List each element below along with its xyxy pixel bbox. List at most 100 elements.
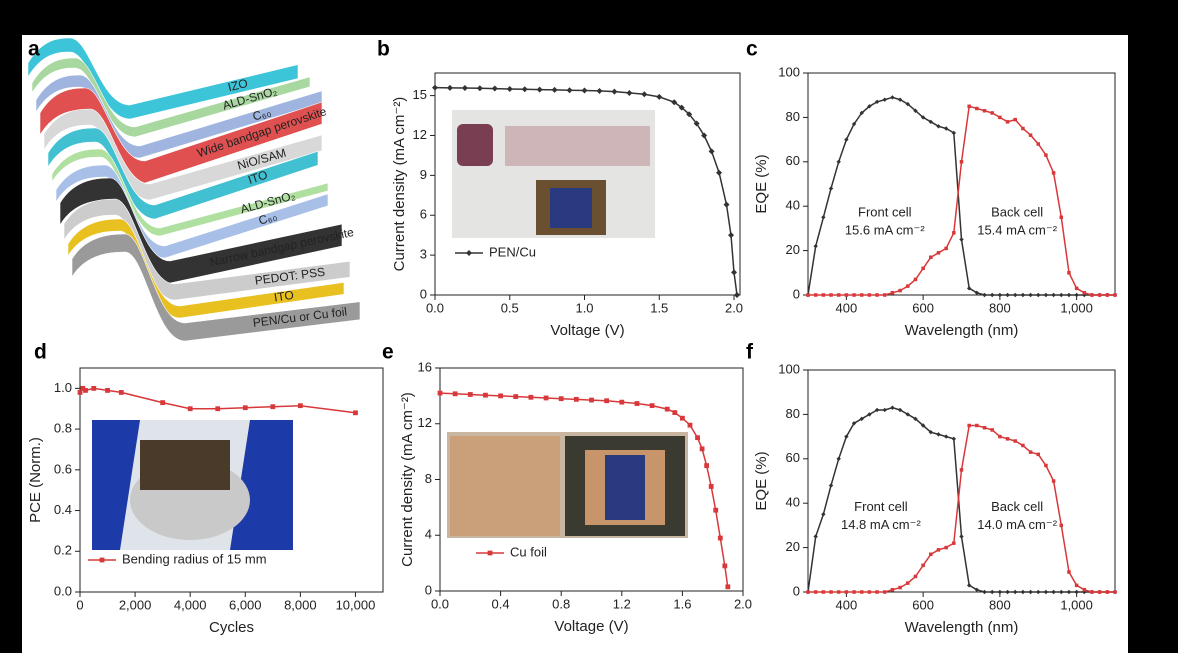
y-tick-label: 3 bbox=[420, 247, 427, 262]
y-tick-label: 12 bbox=[413, 127, 427, 142]
x-tick-label: 600 bbox=[912, 300, 934, 315]
data-point bbox=[844, 137, 849, 142]
data-point bbox=[1013, 589, 1018, 595]
data-point bbox=[80, 385, 86, 391]
x-tick-label: 0.0 bbox=[426, 300, 444, 315]
data-point bbox=[695, 435, 700, 441]
data-point bbox=[672, 410, 678, 415]
data-point bbox=[951, 130, 957, 136]
data-point bbox=[498, 393, 503, 399]
data-point bbox=[701, 132, 708, 139]
data-point bbox=[897, 407, 903, 413]
axis-frame bbox=[807, 72, 1116, 296]
x-tick-label: 1.5 bbox=[650, 300, 668, 315]
data-point bbox=[867, 590, 872, 594]
data-point bbox=[844, 434, 849, 439]
x-tick-label: 10,000 bbox=[336, 597, 376, 612]
layer-label: IZO bbox=[226, 76, 249, 94]
data-point bbox=[944, 246, 948, 251]
legend-label: Cu foil bbox=[510, 544, 547, 559]
data-point bbox=[836, 293, 841, 297]
data-point bbox=[297, 403, 303, 409]
x-tick-label: 1.2 bbox=[613, 596, 631, 611]
data-point bbox=[1074, 292, 1079, 298]
data-point bbox=[906, 284, 910, 288]
data-point bbox=[852, 293, 856, 297]
data-point bbox=[936, 124, 941, 129]
data-point bbox=[874, 99, 880, 105]
data-point bbox=[686, 111, 693, 118]
data-point bbox=[943, 126, 949, 131]
data-point bbox=[1105, 293, 1110, 297]
data-point bbox=[1051, 292, 1056, 298]
data-point bbox=[1013, 292, 1018, 298]
data-point bbox=[966, 286, 972, 291]
data-point bbox=[1090, 590, 1094, 594]
layer bbox=[47, 127, 319, 220]
legend-marker bbox=[487, 550, 493, 556]
x-tick-label: 600 bbox=[912, 597, 934, 612]
layer-label: C₆₀ bbox=[251, 105, 273, 124]
data-point bbox=[875, 293, 879, 297]
axis-frame bbox=[79, 367, 384, 593]
data-point bbox=[467, 392, 473, 397]
data-point bbox=[1036, 142, 1041, 146]
layer bbox=[55, 164, 329, 259]
data-point bbox=[890, 291, 895, 295]
data-point bbox=[929, 255, 933, 260]
data-point bbox=[821, 512, 826, 517]
data-point bbox=[813, 534, 818, 539]
y-tick-label: 12 bbox=[418, 415, 432, 430]
data-point bbox=[596, 87, 603, 94]
y-tick-label: 0 bbox=[793, 583, 800, 598]
data-point bbox=[990, 428, 994, 432]
data-point bbox=[713, 507, 719, 513]
data-point bbox=[998, 115, 1002, 120]
data-point bbox=[722, 563, 728, 569]
x-axis-label: Wavelength (nm) bbox=[905, 322, 1019, 339]
data-point bbox=[874, 407, 880, 413]
data-point bbox=[1005, 437, 1010, 441]
data-point bbox=[699, 446, 705, 452]
data-point bbox=[1044, 463, 1048, 468]
y-tick-label: 15 bbox=[413, 87, 427, 102]
data-point bbox=[943, 434, 949, 439]
data-point bbox=[859, 110, 864, 116]
inset-photo bbox=[447, 432, 688, 538]
data-point bbox=[898, 585, 902, 590]
y-tick-label: 60 bbox=[786, 450, 800, 465]
legend-label: Bending radius of 15 mm bbox=[122, 551, 267, 566]
x-tick-label: 1,000 bbox=[1060, 597, 1093, 612]
data-point bbox=[975, 423, 979, 428]
data-point bbox=[1043, 589, 1049, 595]
data-point bbox=[1013, 117, 1017, 122]
y-tick-label: 0.6 bbox=[54, 461, 72, 476]
data-point bbox=[1028, 292, 1033, 298]
y-tick-label: 100 bbox=[778, 361, 800, 376]
data-point bbox=[1043, 292, 1049, 298]
annotation: Back cell bbox=[991, 204, 1043, 219]
data-point bbox=[936, 548, 941, 552]
data-point bbox=[974, 290, 980, 295]
data-point bbox=[728, 232, 735, 239]
y-tick-label: 0 bbox=[793, 286, 800, 301]
data-point bbox=[77, 390, 83, 395]
data-point bbox=[1059, 523, 1064, 528]
data-point bbox=[813, 243, 818, 249]
data-point bbox=[1013, 439, 1017, 443]
data-point bbox=[725, 584, 731, 590]
data-point bbox=[982, 425, 987, 430]
data-point bbox=[974, 587, 980, 592]
data-point bbox=[649, 403, 655, 409]
data-point bbox=[634, 401, 640, 406]
x-axis-label: Voltage (V) bbox=[554, 618, 628, 635]
data-point bbox=[708, 148, 715, 155]
data-point bbox=[821, 590, 826, 594]
data-point bbox=[680, 415, 685, 421]
x-tick-label: 0.5 bbox=[501, 300, 519, 315]
data-point bbox=[859, 293, 864, 297]
data-point bbox=[1067, 570, 1071, 574]
data-point bbox=[913, 277, 918, 282]
panel-label: a bbox=[28, 38, 40, 61]
y-tick-label: 20 bbox=[786, 539, 800, 554]
